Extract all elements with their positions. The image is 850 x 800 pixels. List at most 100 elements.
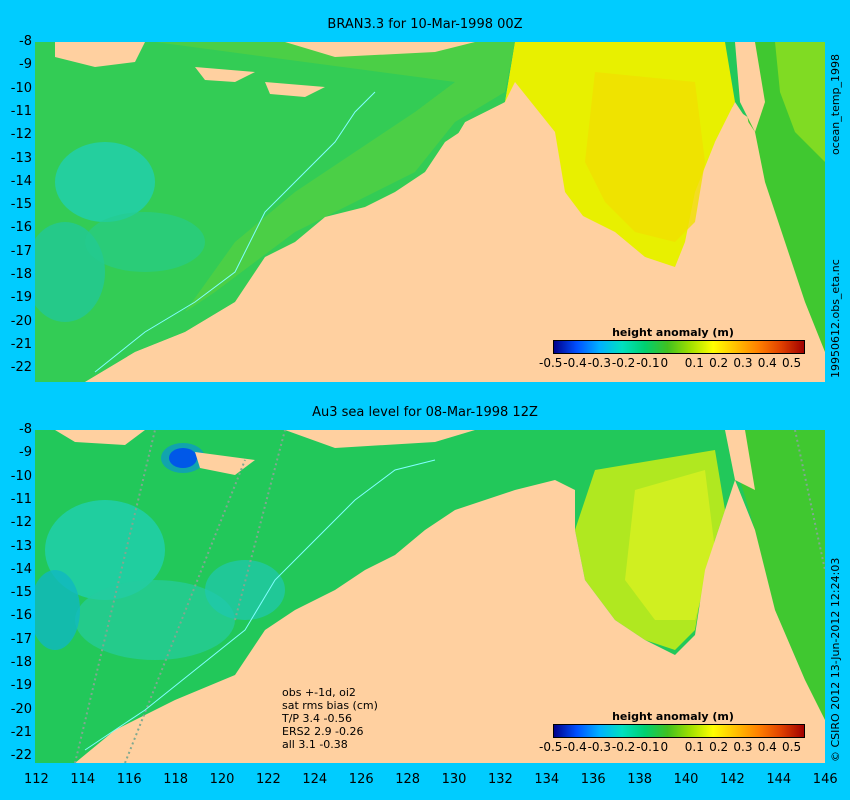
longitude-tick-label: 120 [209, 772, 235, 787]
cape-york-land [725, 430, 755, 490]
satellite-track [74, 430, 156, 763]
bottom-map-canvas [35, 430, 825, 763]
latitude-tick-label: -17 [10, 243, 32, 259]
australia-landmass [85, 82, 825, 382]
latitude-tick-label: -20 [10, 701, 32, 717]
latitude-tick-label: -8 [19, 422, 32, 437]
legend-tick-label: 0.4 [757, 356, 777, 370]
top-map-panel[interactable] [35, 42, 825, 382]
top-map-canvas [35, 42, 825, 382]
shelf-contour [84, 459, 436, 751]
latitude-tick-label: -19 [10, 678, 32, 694]
sea-low-patch [35, 570, 80, 650]
longitude-tick-label: 144 [766, 772, 792, 787]
legend-title: height anomaly (m) [612, 326, 734, 339]
latitude-tick-label: -10 [10, 80, 32, 96]
legend-tick-label: -0.3 [587, 740, 612, 754]
latitude-tick-label: -21 [10, 724, 32, 740]
latitude-tick-label: -14 [10, 173, 32, 189]
latitude-tick-label: -19 [10, 290, 32, 306]
legend-tick-label: 0.2 [709, 740, 729, 754]
latitude-tick-label: -9 [19, 445, 32, 461]
stats-line: obs +-1d, oi2 [282, 686, 356, 699]
longitude-tick-label: 130 [441, 772, 467, 787]
sea-low-patch [55, 142, 155, 222]
sea-strong-low [161, 443, 205, 473]
latitude-tick-label: -15 [10, 585, 32, 601]
legend-tick-label: 0.3 [733, 356, 753, 370]
cape-york-land [735, 42, 765, 132]
legend-title: height anomaly (m) [612, 710, 734, 723]
satellite-track [124, 459, 246, 763]
latitude-tick-label: -22 [10, 360, 32, 376]
source-label-lower: 19950612.obs_eta.nc [829, 259, 842, 378]
legend-tick-label: 0 [660, 740, 669, 754]
legend-tick-label: 0.1 [684, 356, 704, 370]
longitude-tick-label: 146 [812, 772, 838, 787]
island [285, 42, 475, 57]
longitude-tick-label: 116 [116, 772, 142, 787]
coral-sea-region [725, 430, 825, 763]
island [265, 82, 325, 97]
latitude-tick-label: -20 [10, 313, 32, 329]
legend-tick-label: -0.5 [539, 356, 563, 370]
sea-low-patch [85, 212, 205, 272]
legend-colorbar [553, 340, 805, 354]
latitude-tick-label: -14 [10, 561, 32, 577]
gulf-yellow-core [585, 72, 705, 242]
latitude-tick-label: -12 [10, 127, 32, 143]
latitude-tick-label: -11 [10, 491, 32, 507]
sea-low-patch [45, 500, 165, 600]
legend-tick-label: -0.4 [563, 740, 587, 754]
longitude-tick-label: 128 [395, 772, 421, 787]
legend-tick-label: 0 [660, 356, 669, 370]
latitude-tick-label: -13 [10, 150, 32, 166]
island [55, 42, 145, 67]
latitude-tick-label: -15 [10, 197, 32, 213]
sea-band-light [155, 42, 515, 312]
legend-tick-label: -0.1 [636, 356, 660, 370]
legend-ticks: -0.5 -0.4 -0.3 -0.2 -0.1 0 0.1 0.2 0.3 0.4 0.5 [539, 740, 813, 755]
longitude-axis: 112 114 116 118 120 122 124 126 128 130 132 134 136 1… [0, 773, 850, 789]
copyright-label: © CSIRO 2012 13-Jun-2012 12:24:03 [829, 557, 842, 762]
island [195, 452, 255, 475]
longitude-tick-label: 124 [302, 772, 328, 787]
legend-tick-label: -0.4 [563, 356, 587, 370]
legend-tick-label: 0.2 [709, 356, 729, 370]
legend-tick-label: -0.3 [587, 356, 612, 370]
longitude-tick-label: 112 [24, 772, 49, 787]
stats-line: T/P 3.4 -0.56 [282, 712, 353, 725]
satellite-track [794, 430, 825, 571]
longitude-tick-label: 140 [673, 772, 699, 787]
longitude-tick-label: 114 [70, 772, 96, 787]
legend-tick-label: -0.2 [611, 356, 636, 370]
longitude-tick-label: 142 [720, 772, 745, 787]
stats-line: sat rms bias (cm) [282, 699, 378, 712]
top-map-title: BRAN3.3 for 10-Mar-1998 00Z [327, 17, 523, 32]
latitude-tick-label: -10 [10, 468, 32, 484]
legend-tick-label: -0.5 [539, 740, 563, 754]
latitude-tick-label: -9 [19, 57, 32, 73]
legend-tick-label: 0.5 [782, 740, 802, 754]
bottom-latitude-axis: -8 -9 -10 -11 -12 -13 -14 -15 -16 -17 -18 -19 -20 -21… [0, 423, 32, 763]
latitude-tick-label: -21 [10, 336, 32, 352]
stats-line: ERS2 2.9 -0.26 [282, 725, 364, 738]
longitude-tick-label: 138 [627, 772, 653, 787]
longitude-tick-label: 126 [348, 772, 374, 787]
latitude-tick-label: -18 [10, 267, 32, 282]
sea-low-patch [75, 580, 235, 660]
legend-tick-label: 0.3 [733, 740, 753, 754]
latitude-tick-label: -11 [10, 103, 32, 119]
legend-tick-label: -0.1 [636, 740, 660, 754]
top-latitude-axis: -8 -9 -10 -11 -12 -13 -14 -15 -16 -17 -18 -19 -20 -21… [0, 35, 32, 380]
latitude-tick-label: -16 [10, 220, 32, 236]
sea-low-patch [205, 560, 285, 620]
legend-tick-label: 0.1 [684, 740, 704, 754]
bottom-map-title: Au3 sea level for 08-Mar-1998 12Z [312, 405, 538, 420]
bottom-map-panel[interactable] [35, 430, 825, 763]
legend-tick-label: 0.5 [782, 356, 802, 370]
source-label-upper: ocean_temp_1998 [829, 53, 842, 155]
gulf-yellow-core [625, 470, 715, 620]
latitude-tick-label: -12 [10, 515, 32, 531]
australia-landmass [75, 480, 825, 763]
